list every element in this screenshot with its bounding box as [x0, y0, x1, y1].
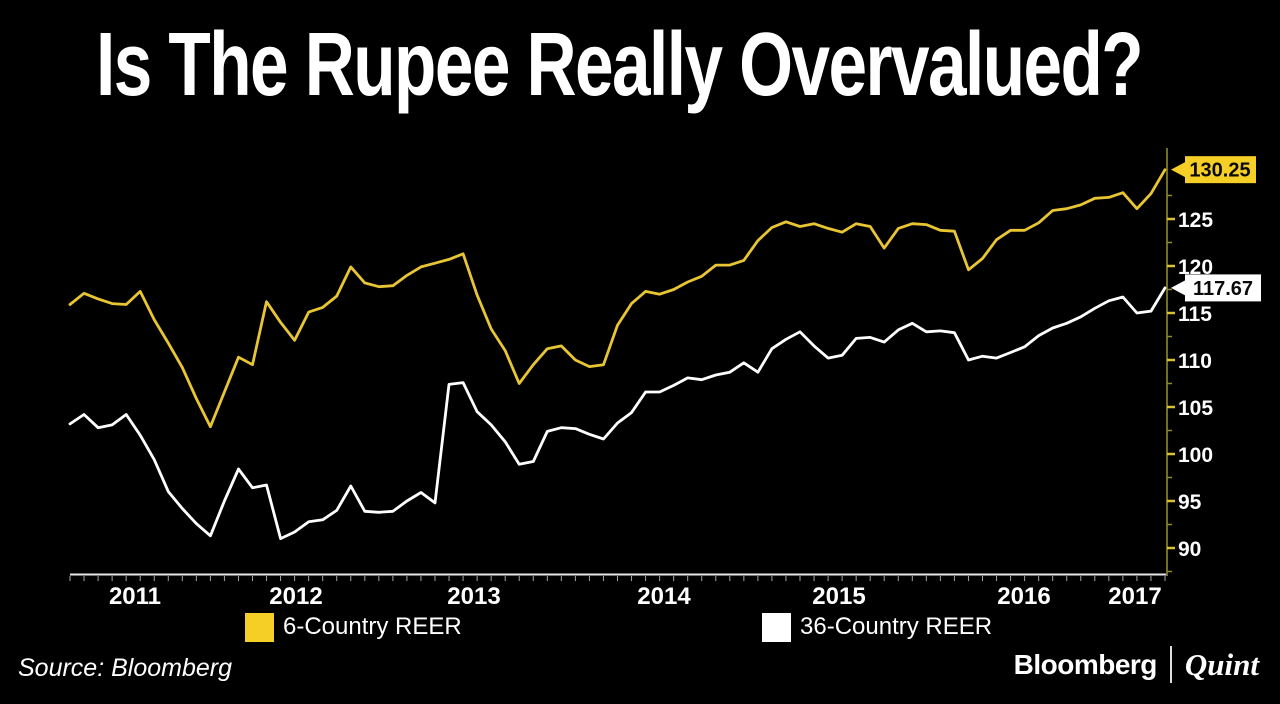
legend-item-6-country: 6-Country REER	[245, 612, 462, 642]
line-6-country-reer	[68, 168, 1167, 429]
legend-label-36-country: 36-Country REER	[800, 613, 993, 640]
end-label-box	[1185, 274, 1261, 302]
x-axis-year-label: 2012	[269, 583, 322, 610]
x-axis-year-label: 2011	[109, 583, 161, 610]
end-label-36-country: 117.67	[1171, 274, 1261, 302]
x-axis-year-label: 2016	[997, 583, 1050, 610]
legend-item-36-country: 36-Country REER	[762, 612, 992, 642]
source-note: Source: Bloomberg	[18, 654, 233, 682]
end-label-value: 130.25	[1189, 160, 1250, 182]
end-label-6-country: 130.25	[1171, 156, 1256, 184]
y-axis-tick-label: 100	[1178, 444, 1213, 467]
quint-wordmark: Quint	[1184, 646, 1259, 682]
legend-swatch-36-country	[762, 612, 791, 642]
y-axis-tick-label: 90	[1178, 538, 1201, 561]
logo-separator-bar	[1169, 646, 1172, 683]
page-title: Is The Rupee Really Overvalued?	[96, 15, 1144, 115]
legend-swatch-6-country	[245, 612, 274, 642]
y-axis-tick-label: 120	[1178, 256, 1213, 279]
bloomberg-wordmark: Bloomberg	[1013, 648, 1158, 680]
line-36-country-reer	[68, 286, 1167, 540]
x-axis-year-label: 2017	[1108, 583, 1161, 610]
y-axis-tick-label: 110	[1178, 350, 1212, 373]
end-label-box	[1185, 156, 1256, 184]
y-axis-tick-label: 115	[1178, 303, 1212, 326]
end-label-value: 117.67	[1193, 278, 1253, 300]
y-axis: 90 95 100 105 110 115 120 125	[1166, 148, 1213, 575]
x-axis: 2011 2012 2013 2014 2015 2016 2017	[69, 573, 1168, 610]
y-axis-tick-label: 95	[1178, 491, 1202, 514]
end-label-arrow	[1171, 161, 1186, 178]
x-axis-year-label: 2013	[447, 583, 500, 610]
end-label-arrow	[1171, 279, 1186, 296]
legend-label-6-country: 6-Country REER	[283, 613, 462, 640]
y-axis-tick-label: 125	[1178, 209, 1213, 232]
bloomberg-quint-logo: Bloomberg Quint	[1014, 646, 1259, 683]
y-axis-tick-label: 105	[1178, 397, 1213, 420]
x-axis-year-label: 2014	[637, 583, 691, 610]
x-axis-year-label: 2015	[812, 583, 865, 610]
